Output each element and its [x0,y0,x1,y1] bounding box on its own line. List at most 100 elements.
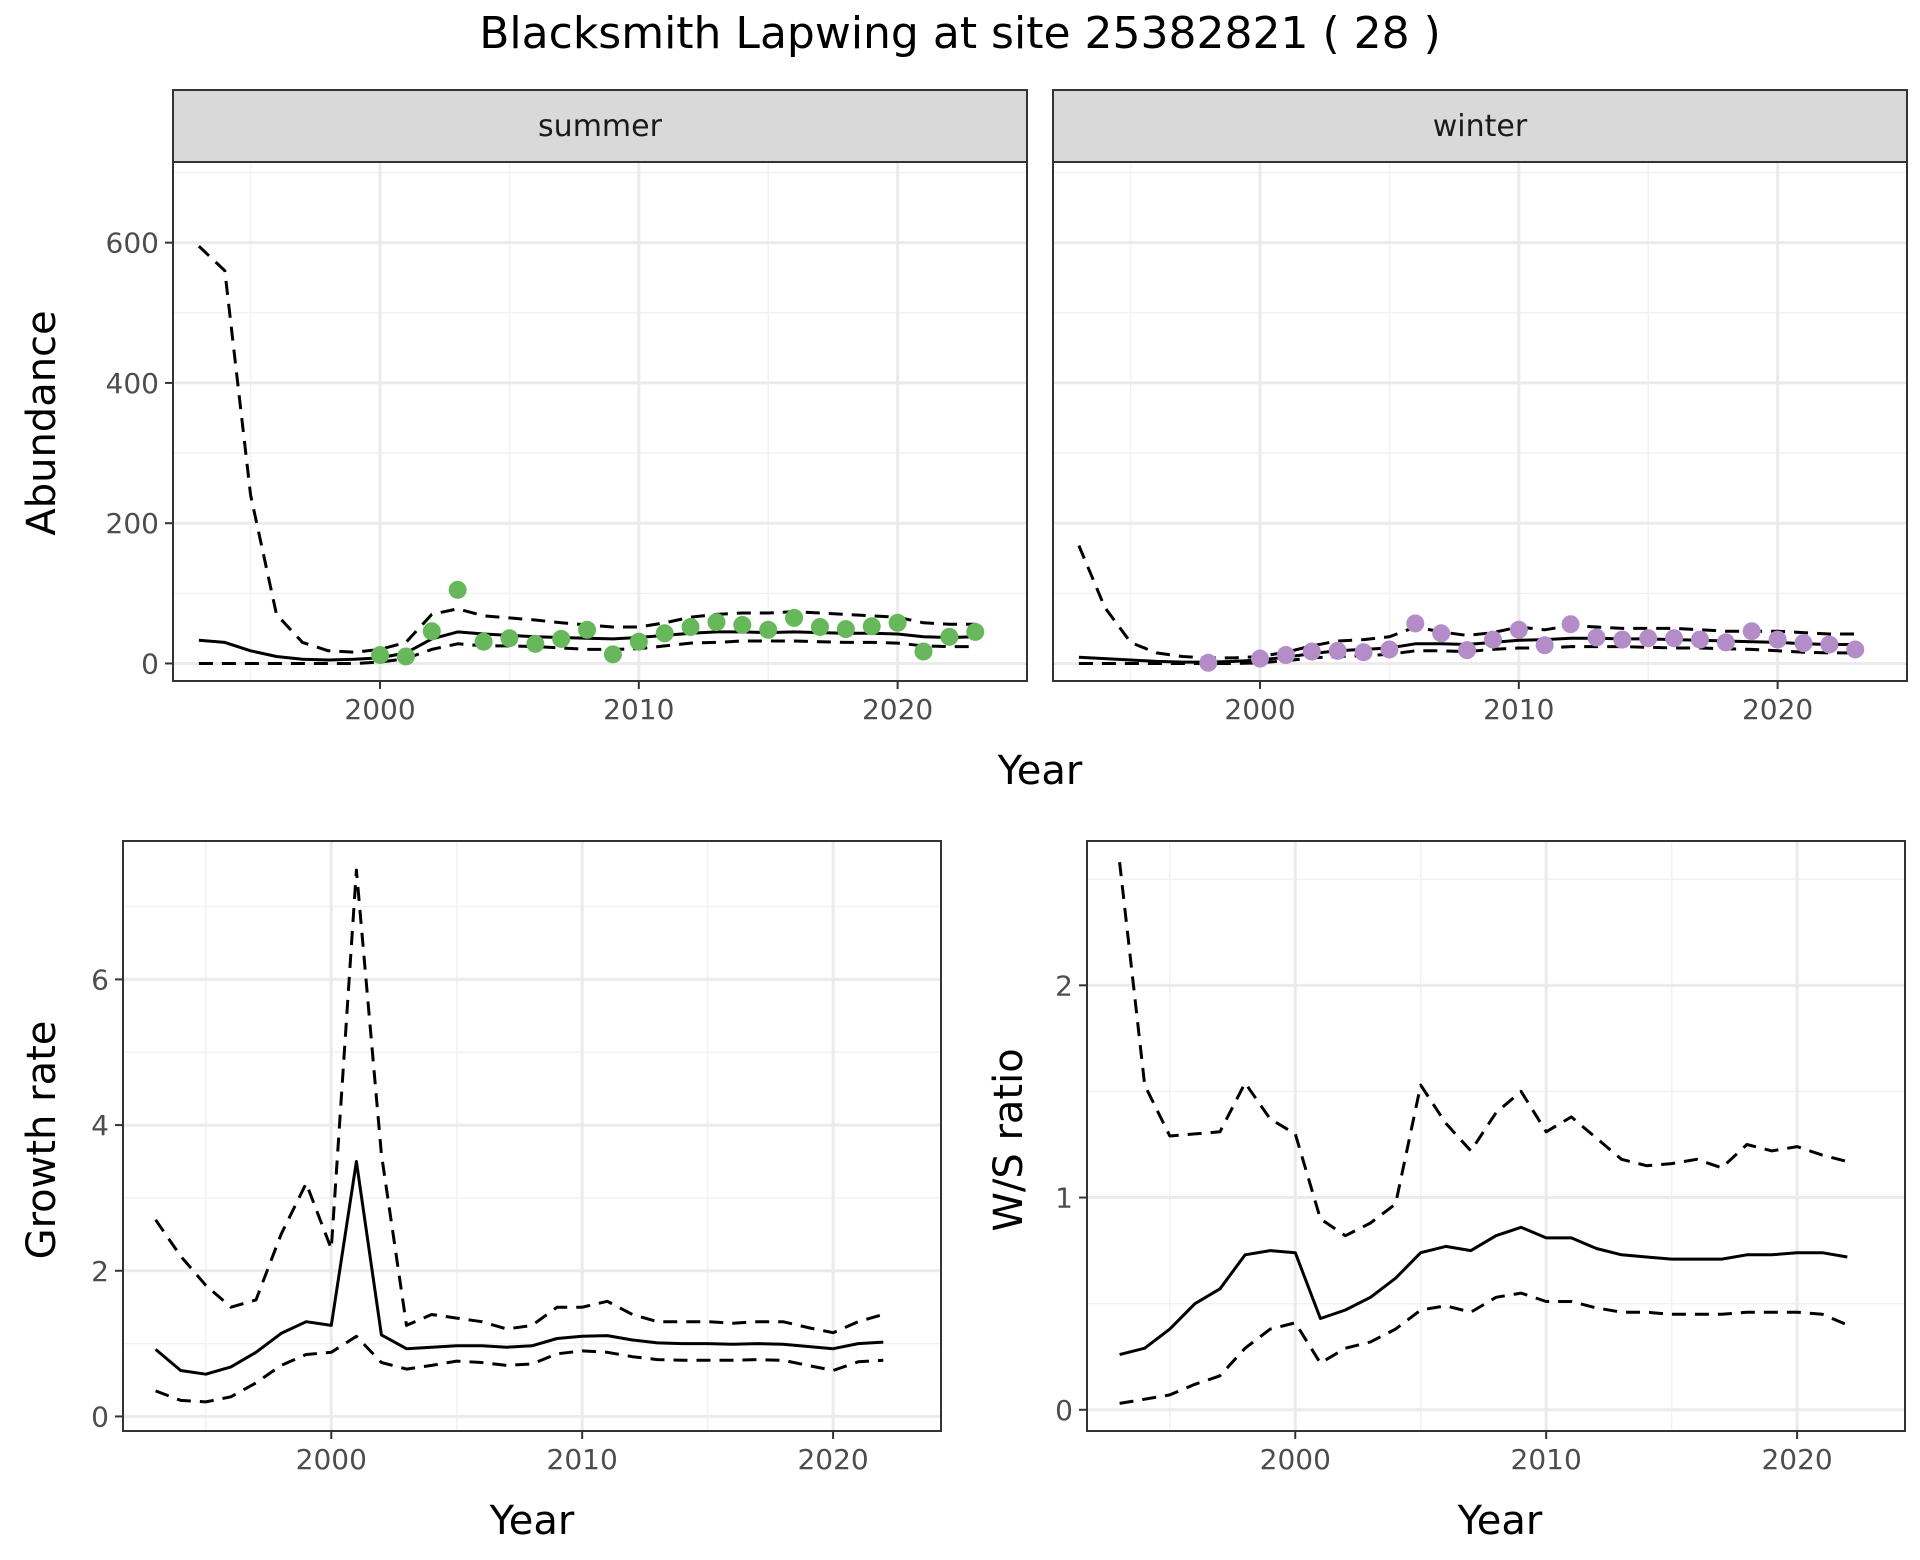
top-y-axis-title: Abundance [19,310,65,535]
x-tick-label: 2000 [296,1443,367,1476]
x-tick-label: 2010 [603,693,674,726]
plot-area-growth-rate: 2000 2010 2020 0 2 4 6 [91,840,942,1476]
panel-border-winter [1052,161,1908,682]
data-point-winter [1251,649,1270,668]
data-point-winter [1328,641,1347,660]
data-point-winter [1509,620,1528,639]
data-point-summer [578,620,597,639]
panel-border-growth [122,840,942,1432]
data-point-summer [862,617,881,636]
x-tick-label: 2000 [344,693,415,726]
data-point-summer [526,634,545,653]
data-point-summer [707,613,726,632]
panel-background-winter [1053,162,1907,681]
y-tick-label: 0 [141,647,159,680]
data-point-summer [448,580,467,599]
data-point-summer [629,632,648,651]
ratio-x-axis-title: Year [1457,1498,1543,1544]
x-tick-label: 2020 [797,1443,868,1476]
growth-y-axis-title: Growth rate [19,1021,65,1260]
data-point-winter [1561,615,1580,634]
y-tick-label: 2 [91,1255,109,1288]
facet-strip-winter [1052,89,1908,163]
x-tick-label: 2020 [862,693,933,726]
y-tick-label: 600 [106,227,159,260]
x-tick-label: 2010 [1483,693,1554,726]
y-tick-label: 400 [106,367,159,400]
data-point-winter [1458,641,1477,660]
x-tick-label: 2020 [1742,693,1813,726]
data-point-summer [371,646,390,665]
data-point-winter [1432,624,1451,643]
panel-background-ratio [1087,841,1905,1431]
data-point-summer [888,613,907,632]
data-point-winter [1794,634,1813,653]
ratio-y-axis-title: W/S ratio [986,1048,1032,1231]
data-point-winter [1354,643,1373,662]
series-line-growth-solid-0 [154,1160,884,1376]
data-point-winter [1199,653,1218,672]
data-point-winter [1846,640,1865,659]
y-tick-label: 1 [1055,1182,1073,1215]
series-line-growth-dashed-2 [155,1334,884,1404]
data-point-winter [1535,636,1554,655]
data-point-summer [940,627,959,646]
panel-border-summer [172,161,1028,682]
data-point-summer [422,622,441,641]
data-point-winter [1276,646,1295,665]
plot-area-ws-ratio: 2000 2010 2020 0 1 2 [1055,840,1906,1476]
y-tick-label: 0 [91,1400,109,1433]
panel-background-growth [123,841,941,1431]
facet-winter: winter 2000 2010 2020 [1052,89,1908,726]
panel-border-ratio [1086,840,1906,1432]
top-x-axis-title: Year [997,748,1083,794]
y-tick-label: 2 [1055,969,1073,1002]
data-point-winter [1820,635,1839,654]
data-point-summer [966,622,985,641]
growth-x-axis-title: Year [489,1498,575,1544]
series-line-ratio-dashed-2 [1119,1291,1848,1405]
data-point-winter [1742,622,1761,641]
facet-strip-label-summer: summer [538,109,663,144]
data-point-winter [1483,630,1502,649]
series-line-growth-dashed-1 [154,868,884,1335]
data-point-winter [1302,642,1321,661]
data-point-summer [552,629,571,648]
series-line-ratio-dashed-1 [1118,862,1848,1238]
x-tick-label: 2000 [1260,1443,1331,1476]
data-point-winter [1587,628,1606,647]
y-tick-label: 4 [91,1109,109,1142]
data-point-winter [1639,629,1658,648]
data-point-summer [914,642,933,661]
chart-title: Blacksmith Lapwing at site 25382821 ( 28… [479,8,1441,59]
data-point-summer [603,645,622,664]
plot-area-winter: 2000 2010 2020 [1052,161,1908,726]
x-tick-label: 2010 [547,1443,618,1476]
data-point-summer [733,615,752,634]
facet-summer: summer 2000 2010 2020 0 200 400 600 [106,89,1028,726]
x-tick-label: 2000 [1224,693,1295,726]
facet-strip-summer [172,89,1028,163]
data-point-summer [655,624,674,643]
facet-strip-label-winter: winter [1433,109,1528,144]
data-point-winter [1406,614,1425,633]
y-tick-label: 200 [106,507,159,540]
panel-background-summer [173,162,1027,681]
data-point-winter [1690,630,1709,649]
data-point-winter [1613,630,1632,649]
series-line-ratio-solid-0 [1119,1225,1848,1357]
data-point-summer [836,620,855,639]
x-tick-label: 2010 [1511,1443,1582,1476]
data-point-summer [396,647,415,666]
data-point-summer [681,617,700,636]
x-tick-label: 2020 [1761,1443,1832,1476]
data-point-summer [474,632,493,651]
data-point-summer [759,620,778,639]
data-point-summer [810,617,829,636]
y-tick-label: 6 [91,963,109,996]
data-point-winter [1665,629,1684,648]
data-point-winter [1716,633,1735,652]
data-point-winter [1380,640,1399,659]
plot-area-summer: 2000 2010 2020 0 200 400 600 [106,161,1028,726]
